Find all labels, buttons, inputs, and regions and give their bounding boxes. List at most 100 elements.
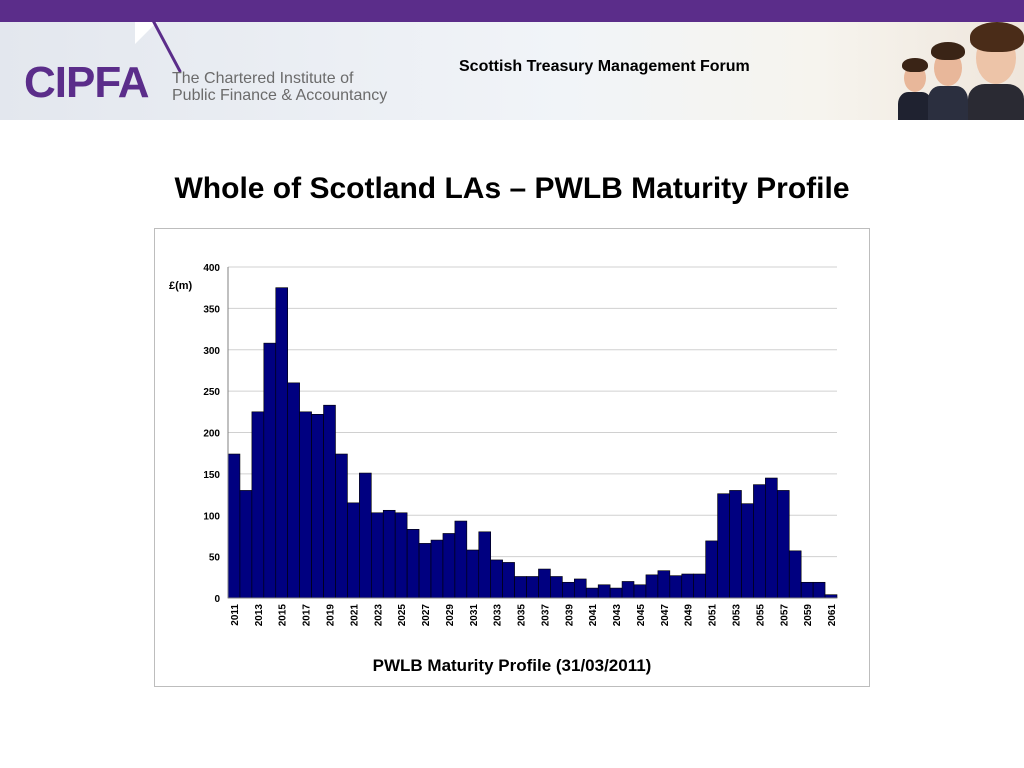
person-suit — [898, 92, 932, 120]
x-tick-label: 2035 — [517, 604, 528, 627]
header-notch — [135, 22, 157, 44]
x-tick-label: 2061 — [827, 604, 838, 627]
bar — [776, 490, 790, 599]
cipfa-logo-text: CIPFA — [24, 58, 150, 107]
x-tick-label: 2031 — [469, 604, 480, 627]
bar — [741, 503, 754, 599]
bar — [275, 287, 289, 599]
bar — [442, 533, 456, 599]
bar — [788, 550, 802, 599]
person-hair — [931, 42, 965, 60]
x-tick-label: 2017 — [302, 604, 313, 627]
bar — [299, 411, 312, 599]
bar — [633, 584, 647, 599]
bar — [717, 493, 730, 599]
header-banner: CIPFA The Chartered Institute of Public … — [0, 16, 1024, 120]
forum-title: Scottish Treasury Management Forum — [459, 58, 750, 75]
bar — [562, 581, 575, 599]
bar — [370, 512, 384, 599]
y-tick-label: 50 — [209, 553, 221, 564]
person-suit — [968, 84, 1024, 120]
pwlb-maturity-chart: 0 50 100 150 200 250 300 350 400 £(m) 2011 2013 2015… — [169, 263, 838, 627]
x-tick-label: 2057 — [779, 604, 790, 627]
bar — [669, 575, 683, 599]
y-tick-label: 300 — [203, 346, 220, 357]
chart-frame: 0 50 100 150 200 250 300 350 400 £(m) 2011 2013 2015… — [154, 228, 870, 687]
bar — [347, 502, 360, 599]
y-tick-label: 150 — [203, 470, 220, 481]
bar — [227, 453, 241, 599]
x-tick-label: 2033 — [493, 604, 504, 627]
x-tick-label: 2041 — [588, 604, 599, 627]
bar — [251, 411, 265, 599]
bar — [406, 529, 420, 599]
header-people-photo — [890, 22, 1024, 120]
bar — [287, 382, 300, 599]
y-tick-label: 400 — [203, 263, 220, 274]
bar — [335, 453, 348, 599]
y-tick-label: 100 — [203, 511, 220, 522]
bar — [729, 490, 742, 599]
x-tick-label: 2011 — [230, 604, 241, 626]
y-tick-label: 200 — [203, 429, 220, 440]
institute-name-line1: The Chartered Institute of — [172, 70, 354, 87]
x-tick-label: 2059 — [803, 604, 814, 627]
y-tick-label: 250 — [203, 387, 220, 398]
x-tick-label: 2051 — [708, 604, 719, 627]
bar — [418, 543, 432, 599]
bar — [502, 562, 515, 599]
x-tick-label: 2045 — [636, 604, 647, 627]
bar — [657, 570, 671, 599]
bar — [526, 576, 539, 599]
x-tick-label: 2053 — [732, 604, 743, 627]
bar — [812, 581, 826, 599]
bar — [382, 509, 396, 599]
bar — [478, 531, 492, 599]
bar — [239, 490, 253, 599]
bar — [645, 574, 659, 599]
cipfa-logo: CIPFA — [24, 58, 150, 108]
bar — [573, 578, 587, 599]
bar — [538, 568, 551, 599]
institute-name: The Chartered Institute of Public Financ… — [172, 70, 402, 104]
bar — [681, 573, 695, 599]
bar — [800, 581, 814, 599]
x-tick-label: 2043 — [612, 604, 623, 627]
institute-name-line2: Public Finance & Accountancy — [172, 87, 388, 104]
bar — [454, 520, 468, 599]
cipfa-logo-slash — [150, 16, 182, 73]
y-axis-label: £(m) — [169, 280, 193, 292]
header-top-band — [0, 0, 1024, 22]
bar — [394, 512, 408, 599]
x-tick-label: 2039 — [564, 604, 575, 627]
x-tick-label: 2013 — [254, 604, 265, 627]
bar — [693, 573, 706, 599]
bar — [514, 576, 527, 599]
x-tick-label: 2019 — [326, 604, 337, 627]
x-tick-label: 2049 — [684, 604, 695, 627]
slide-title: Whole of Scotland LAs – PWLB Maturity Pr… — [174, 172, 850, 205]
y-tick-label: 350 — [203, 304, 220, 315]
x-tick-label: 2025 — [397, 604, 408, 627]
bar — [597, 584, 611, 599]
person-suit — [928, 86, 968, 120]
bar — [466, 549, 480, 599]
x-tick-label: 2021 — [349, 604, 360, 627]
bar — [263, 342, 277, 599]
bar — [705, 540, 718, 599]
x-tick-label: 2023 — [373, 604, 384, 627]
x-tick-label: 2055 — [755, 604, 766, 627]
bar — [430, 539, 444, 599]
bar — [585, 587, 599, 599]
bar — [323, 404, 336, 599]
bar — [550, 576, 563, 599]
person-hair — [970, 22, 1024, 52]
bar — [311, 413, 324, 599]
x-tick-label: 2029 — [445, 604, 456, 627]
x-tick-label: 2037 — [540, 604, 551, 627]
bar — [359, 472, 372, 599]
x-tick-label: 2027 — [421, 604, 432, 627]
bar — [753, 484, 766, 599]
bar — [609, 587, 623, 599]
bar — [621, 581, 635, 599]
